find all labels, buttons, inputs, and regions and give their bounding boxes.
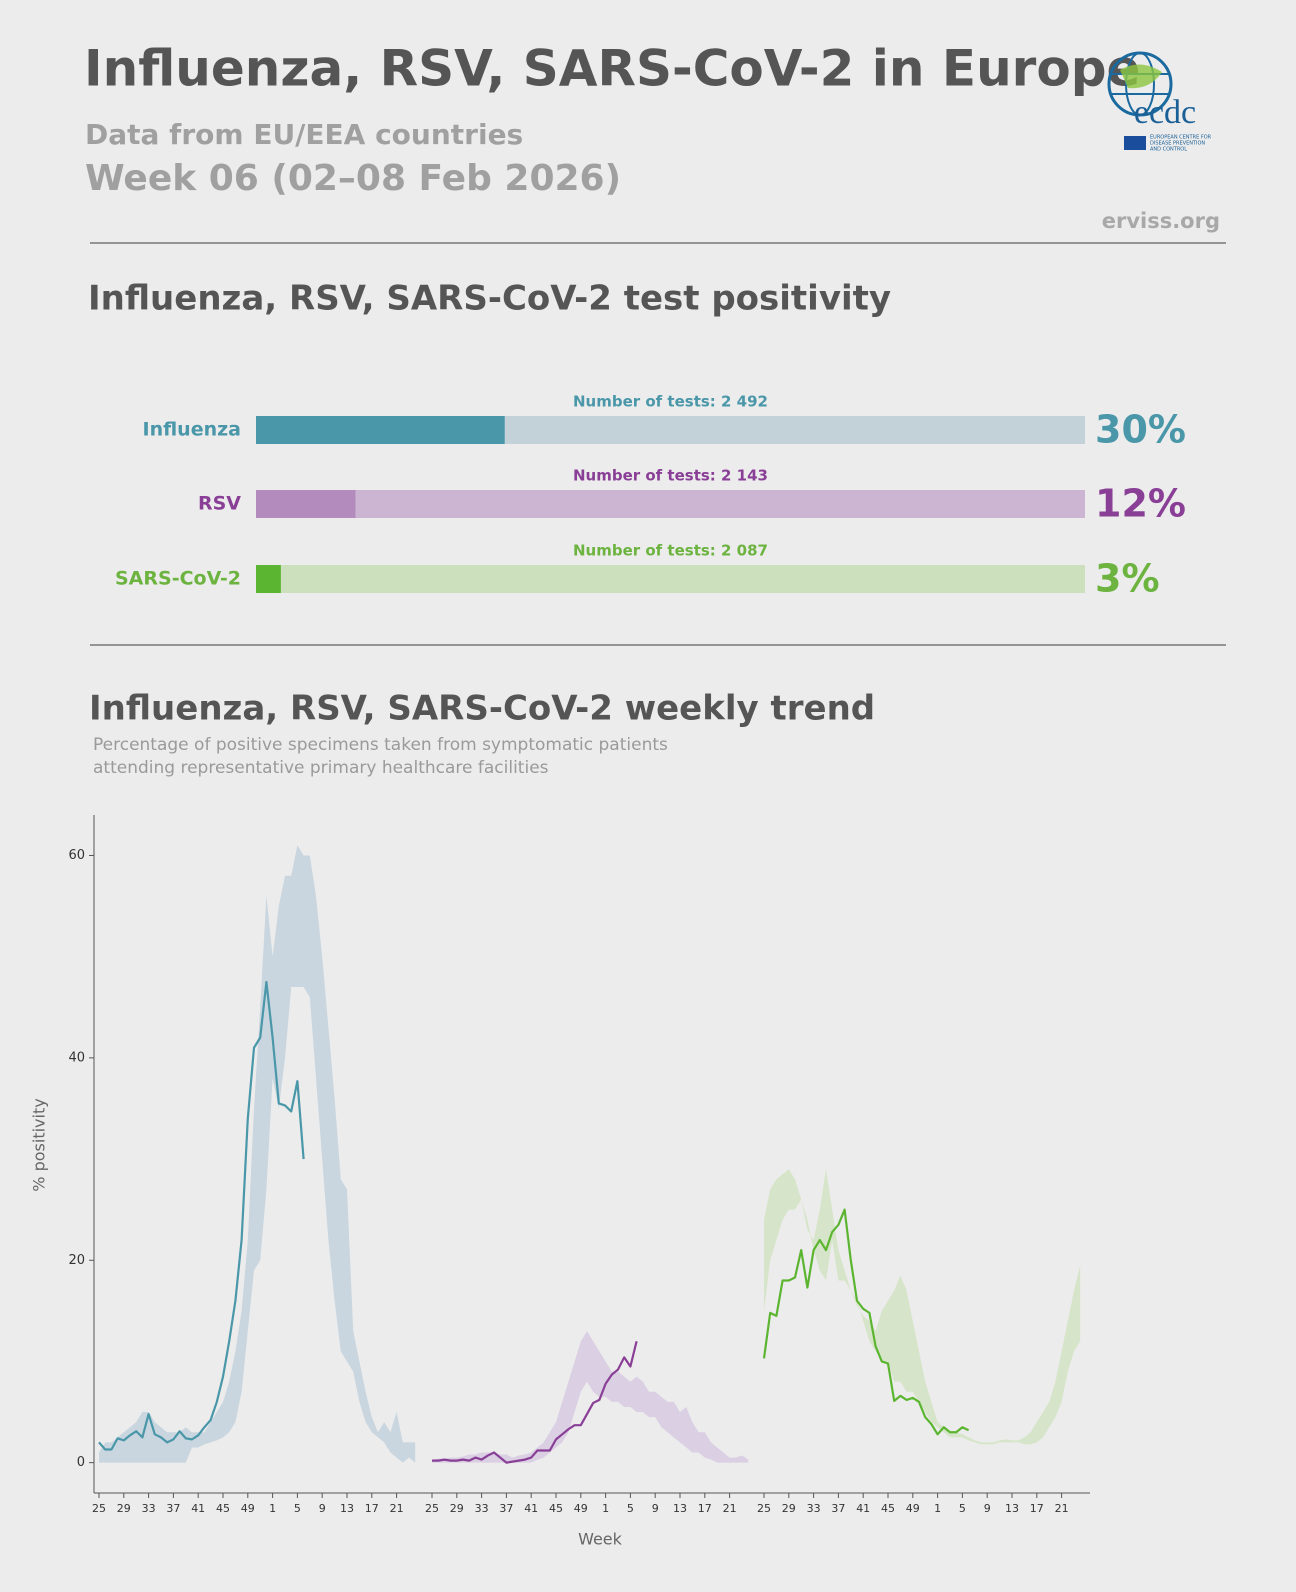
logo-globe-meridian (1125, 52, 1155, 116)
x-axis-label: Week (578, 1530, 623, 1549)
page-title: Influenza, RSV, SARS-CoV-2 in Europe (84, 40, 1140, 98)
bar-track (256, 490, 1085, 518)
x-tick-label: 13 (340, 1502, 354, 1515)
x-tick-label: 1 (269, 1502, 276, 1515)
x-tick-label: 45 (216, 1502, 230, 1515)
x-tick-label: 45 (881, 1502, 895, 1515)
x-tick-label: 21 (390, 1502, 404, 1515)
x-tick-label: 45 (549, 1502, 563, 1515)
x-tick-label: 29 (117, 1502, 131, 1515)
logo-flag (1124, 136, 1146, 150)
source-link[interactable]: erviss.org (1102, 209, 1220, 233)
bar-label: RSV (198, 493, 241, 515)
x-tick-label: 33 (142, 1502, 156, 1515)
x-tick-label: 29 (782, 1502, 796, 1515)
x-tick-label: 49 (574, 1502, 588, 1515)
logo: ecdc EUROPEAN CENTRE FOR DISEASE PREVENT… (1107, 51, 1212, 153)
x-tick-label: 41 (856, 1502, 870, 1515)
y-tick-label: 20 (68, 1253, 85, 1268)
x-tick-label: 37 (831, 1502, 845, 1515)
bar (256, 490, 356, 518)
section-title: Influenza, RSV, SARS-CoV-2 test positivi… (88, 279, 891, 319)
x-tick-label: 5 (294, 1502, 301, 1515)
x-tick-label: 17 (1030, 1502, 1044, 1515)
value-label: 3% (1095, 557, 1160, 601)
y-tick-label: 60 (68, 848, 85, 863)
page-subtitle: Data from EU/EEA countries (85, 118, 523, 151)
x-tick-label: 37 (166, 1502, 180, 1515)
bar-annotation: Number of tests: 2 143 (573, 467, 768, 485)
logo-caption: AND CONTROL (1150, 147, 1187, 153)
y-tick-label: 40 (68, 1050, 85, 1065)
x-tick-label: 17 (698, 1502, 712, 1515)
bar-annotation: Number of tests: 2 087 (573, 542, 768, 560)
x-tick-label: 5 (959, 1502, 966, 1515)
x-tick-label: 41 (191, 1502, 205, 1515)
x-tick-label: 41 (524, 1502, 538, 1515)
trend-line (98, 980, 305, 1451)
x-tick-label: 21 (723, 1502, 737, 1515)
value-label: 30% (1095, 408, 1186, 452)
section-title: Influenza, RSV, SARS-CoV-2 weekly trend (89, 689, 875, 729)
x-tick-label: 49 (241, 1502, 255, 1515)
x-tick-label: 13 (1005, 1502, 1019, 1515)
bar-annotation: Number of tests: 2 492 (573, 393, 768, 411)
logo-name: ecdc (1134, 94, 1196, 131)
week-label: Week 06 (02–08 Feb 2026) (85, 158, 621, 199)
x-tick-label: 9 (652, 1502, 659, 1515)
y-tick-label: 0 (77, 1455, 85, 1470)
x-tick-label: 13 (673, 1502, 687, 1515)
range-band (432, 1331, 749, 1463)
x-tick-label: 33 (807, 1502, 821, 1515)
x-tick-label: 1 (602, 1502, 609, 1515)
value-label: 12% (1095, 482, 1186, 526)
x-tick-label: 21 (1055, 1502, 1069, 1515)
x-tick-label: 25 (92, 1502, 106, 1515)
x-tick-label: 9 (319, 1502, 326, 1515)
trend-line (762, 1208, 970, 1436)
x-tick-label: 9 (984, 1502, 991, 1515)
bar (256, 416, 505, 444)
range-band (99, 845, 416, 1463)
bar (256, 565, 281, 593)
bar-label: Influenza (143, 419, 242, 441)
x-tick-label: 1 (934, 1502, 941, 1515)
chart-subtitle: Percentage of positive specimens taken f… (93, 735, 668, 755)
y-axis-label: % positivity (30, 1098, 49, 1191)
logo-land (1120, 64, 1162, 89)
x-tick-label: 49 (906, 1502, 920, 1515)
x-tick-label: 29 (450, 1502, 464, 1515)
bar-track (256, 565, 1085, 593)
bar-label: SARS-CoV-2 (115, 568, 241, 590)
x-tick-label: 33 (475, 1502, 489, 1515)
chart-subtitle: attending representative primary healthc… (93, 758, 549, 778)
logo-caption: DISEASE PREVENTION (1150, 141, 1205, 147)
x-tick-label: 5 (627, 1502, 634, 1515)
trend-line (432, 1340, 638, 1464)
x-tick-label: 17 (365, 1502, 379, 1515)
logo-caption: EUROPEAN CENTRE FOR (1150, 135, 1212, 141)
x-tick-label: 37 (499, 1502, 513, 1515)
x-tick-label: 25 (425, 1502, 439, 1515)
x-tick-label: 25 (757, 1502, 771, 1515)
range-band (764, 1169, 1081, 1445)
